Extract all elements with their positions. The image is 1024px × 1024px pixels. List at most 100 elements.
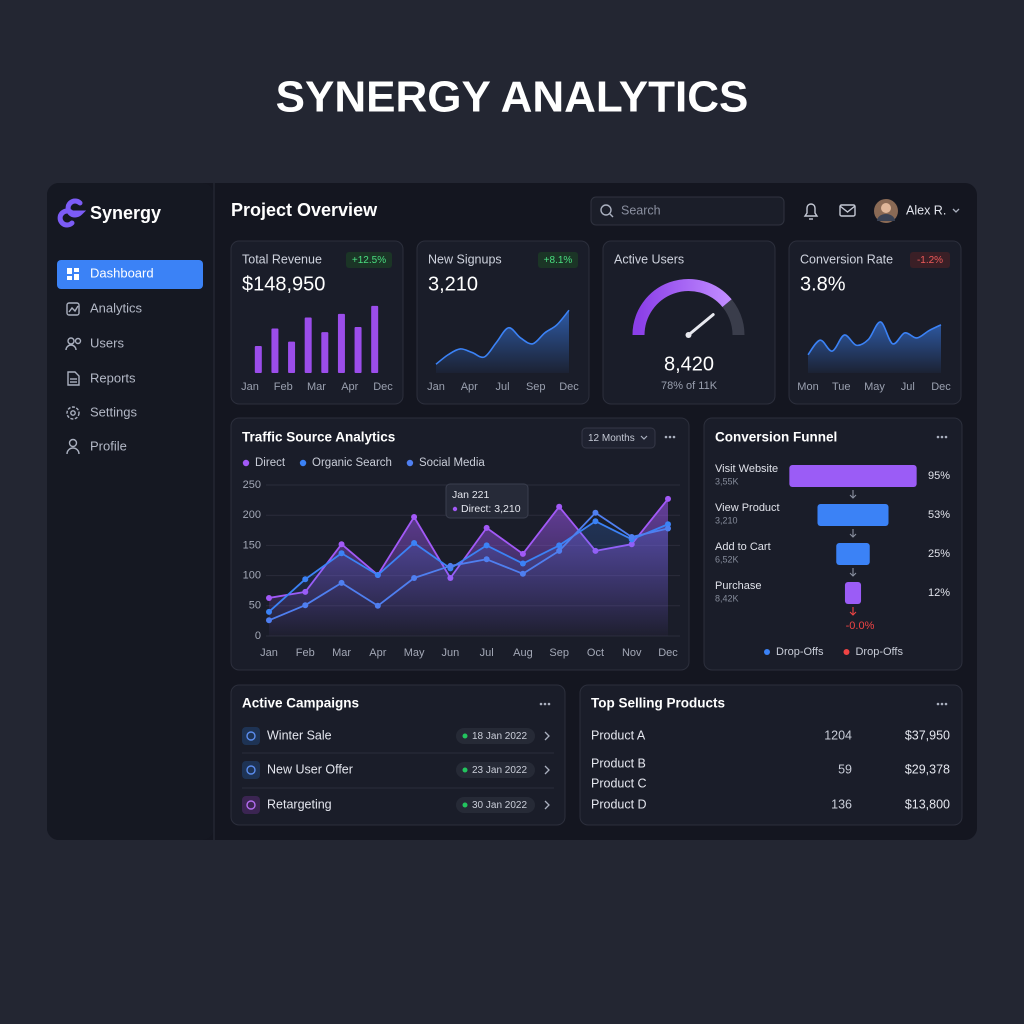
- tooltip-text: Direct: 3,210: [461, 503, 521, 515]
- icon-part: [67, 371, 80, 386]
- data-point: [266, 608, 272, 615]
- nav-item[interactable]: Users: [90, 335, 124, 350]
- stage-percent: 53%: [928, 509, 950, 521]
- data-point: [519, 570, 526, 577]
- more-menu[interactable]: [664, 435, 676, 439]
- kpi-bar: [254, 345, 262, 373]
- data-point: [483, 542, 490, 549]
- nav-item[interactable]: Analytics: [90, 300, 143, 315]
- dot: [936, 702, 940, 706]
- kpi-bar: [288, 341, 296, 373]
- kpi-axis-label: Apr: [461, 381, 478, 393]
- product-units: 59: [838, 762, 852, 776]
- x-tick-label: Jun: [441, 647, 459, 659]
- page-title: SYNERGY ANALYTICS: [276, 73, 749, 122]
- funnel-bar: [836, 543, 870, 565]
- funnel-bar: [817, 504, 889, 526]
- dot: [936, 435, 940, 439]
- nav-item[interactable]: Dashboard: [90, 265, 154, 280]
- mail-icon[interactable]: [839, 204, 856, 217]
- users-icon: [65, 337, 82, 351]
- data-point: [592, 509, 599, 516]
- user-menu-chevron[interactable]: [952, 208, 960, 213]
- more-menu[interactable]: [936, 702, 948, 706]
- nav-icons: [65, 268, 82, 455]
- kpi-label: New Signups: [428, 252, 502, 266]
- tooltip-dot: [452, 506, 458, 512]
- product-name: Product B: [591, 756, 646, 770]
- data-point: [266, 617, 272, 624]
- kpi-axis-label: Mon: [797, 381, 818, 393]
- bell-icon[interactable]: [803, 203, 819, 220]
- campaign-date: 18 Jan 2022: [472, 731, 527, 742]
- data-point: [302, 576, 309, 583]
- date-pill: [456, 728, 535, 744]
- sidebar: [47, 183, 214, 840]
- icon-part: [839, 204, 856, 217]
- more-menus: [539, 435, 948, 706]
- legend-label: Drop-Offs: [776, 646, 824, 658]
- nav-item[interactable]: Reports: [90, 370, 136, 385]
- card-title: Conversion Funnel: [715, 430, 837, 445]
- kpi-axis-label: Jan: [241, 381, 259, 393]
- logo-icon: [57, 198, 87, 228]
- kpi-axis-label: May: [864, 381, 885, 393]
- brand-name: Synergy: [90, 203, 161, 223]
- nav-item[interactable]: Settings: [90, 404, 137, 419]
- icon-part: [68, 305, 79, 313]
- data-point: [519, 560, 526, 567]
- change-badge: [538, 252, 578, 268]
- search-box[interactable]: [590, 196, 785, 226]
- legend-label: Direct: [255, 457, 286, 469]
- data-point: [556, 542, 563, 549]
- more-menu[interactable]: [936, 435, 948, 439]
- icon-part: [66, 406, 80, 420]
- avatar[interactable]: [874, 199, 898, 223]
- x-tick-label: Oct: [587, 647, 604, 659]
- data-point: [483, 524, 490, 531]
- data-point: [411, 514, 418, 521]
- icon-part: [839, 205, 856, 213]
- data-point: [447, 562, 454, 569]
- stage-sub: 8,42K: [715, 593, 739, 603]
- campaigns-card: [230, 684, 566, 826]
- campaign-icon: [242, 727, 260, 745]
- change-badge-text: +8.1%: [544, 255, 573, 266]
- dot: [940, 435, 944, 439]
- data-point: [338, 579, 345, 586]
- campaign-icon-glyph: [246, 765, 256, 775]
- kpi-axis-label: Mar: [307, 381, 326, 393]
- profile-icon: [66, 438, 80, 455]
- data-point: [338, 550, 345, 557]
- kpi-value: 3.8%: [800, 273, 846, 295]
- x-tick-label: Aug: [513, 647, 533, 659]
- funnel-bar: [844, 582, 862, 604]
- y-tick-label: 50: [249, 600, 261, 612]
- row-chevron: [544, 765, 550, 775]
- legend-label: Social Media: [419, 457, 485, 469]
- row-chevron: [544, 731, 550, 741]
- analytics-icon: [66, 302, 80, 316]
- x-tick-label: Feb: [296, 647, 315, 659]
- nav-active-highlight: [57, 260, 203, 289]
- icon-part: [68, 438, 78, 448]
- status-dot: [462, 802, 468, 808]
- range-dropdown[interactable]: [581, 427, 656, 449]
- change-badge: [346, 252, 392, 268]
- dot: [940, 702, 944, 706]
- x-tick-label: Nov: [622, 647, 642, 659]
- avatar-body: [877, 214, 895, 221]
- page-heading: Project Overview: [231, 200, 378, 220]
- legend-dot: [843, 649, 850, 655]
- card-title: Active Campaigns: [242, 696, 359, 711]
- kpi-axis-label: Jul: [495, 381, 509, 393]
- tooltip: [445, 483, 529, 519]
- stage-sub: 6,52K: [715, 554, 739, 564]
- gauge-fill: [632, 279, 732, 336]
- stage-sub: 3,55K: [715, 476, 739, 486]
- nav-item[interactable]: Profile: [90, 438, 127, 453]
- icon-part: [803, 203, 819, 217]
- x-tick-label: May: [404, 647, 425, 659]
- more-menu[interactable]: [539, 702, 551, 706]
